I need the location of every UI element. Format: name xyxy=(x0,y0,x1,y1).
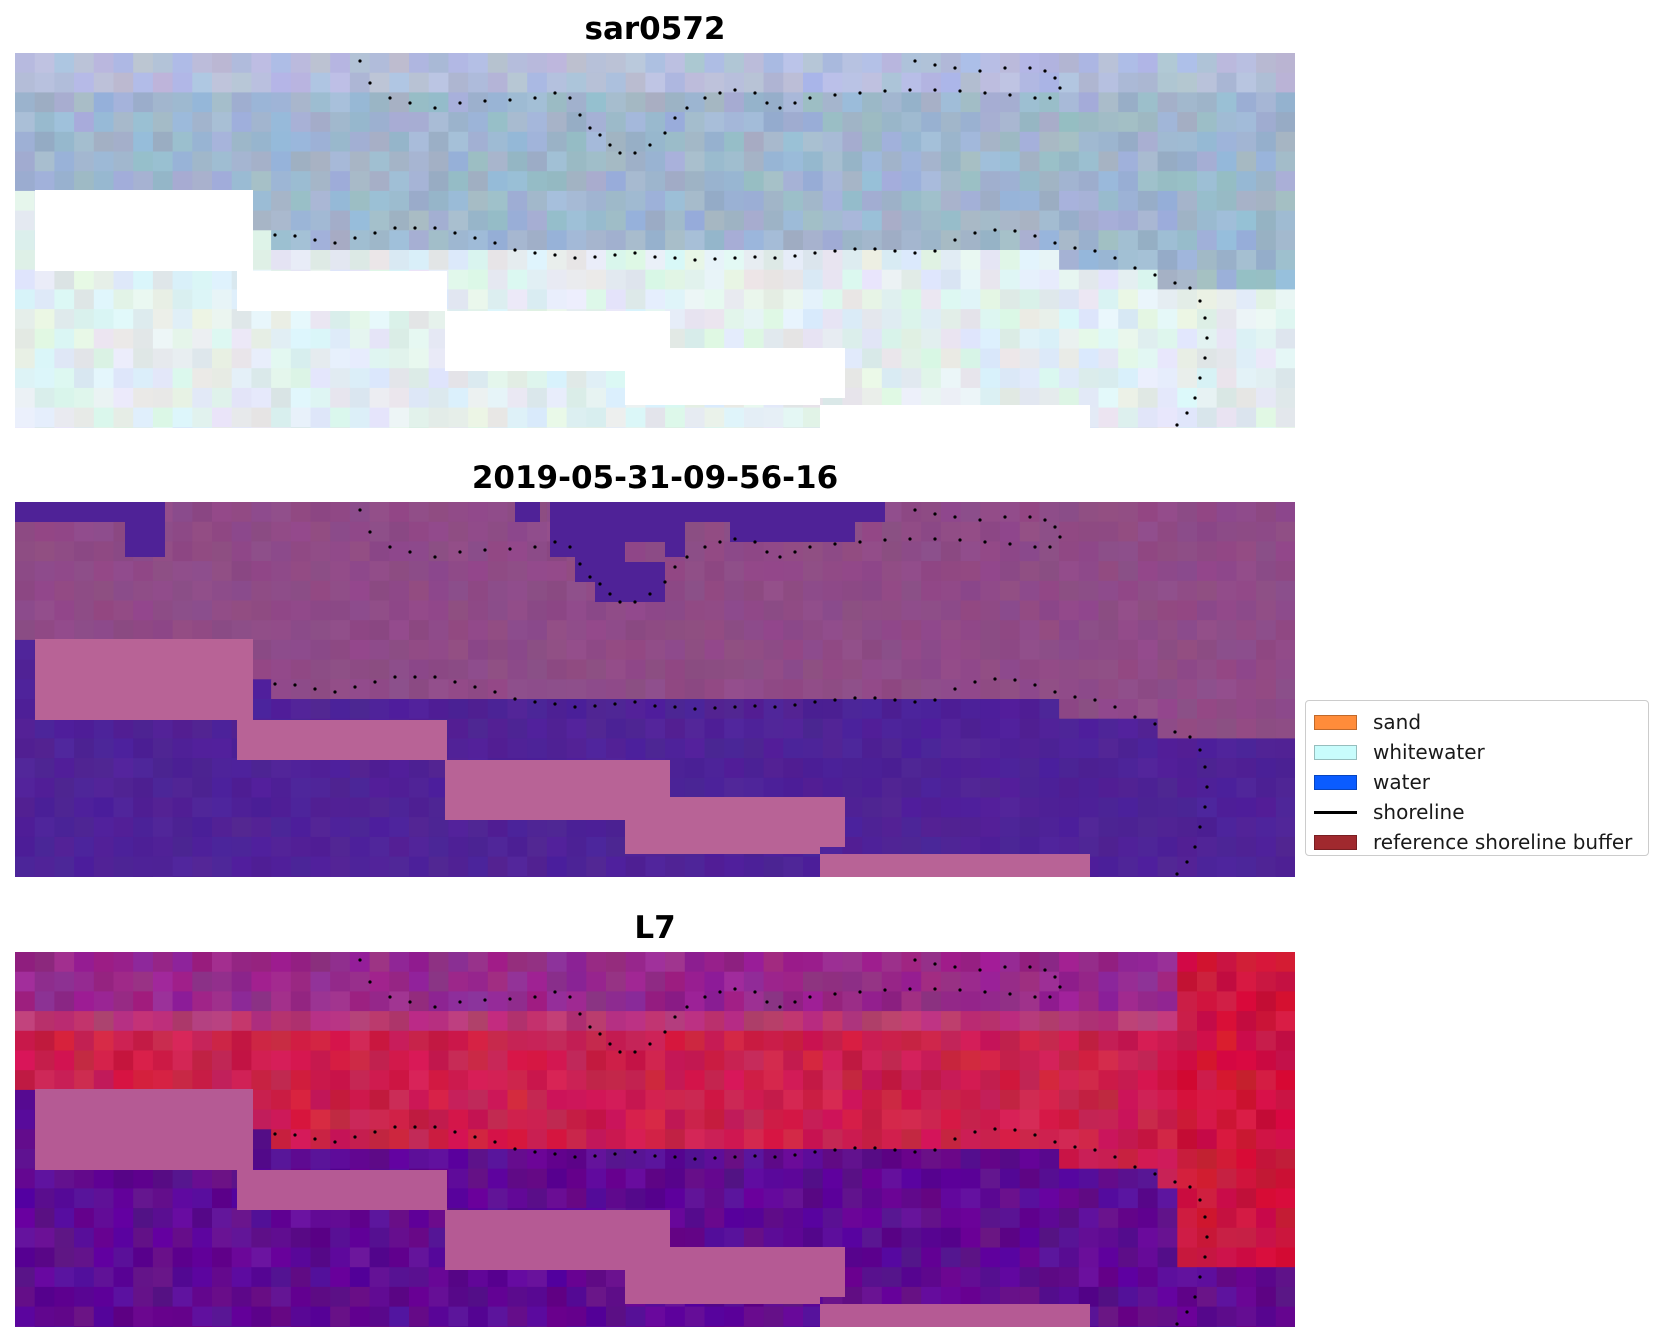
buffer-swatch-icon xyxy=(1314,834,1357,850)
classified-image xyxy=(15,502,1295,877)
shoreline-line-icon xyxy=(1314,810,1357,814)
water-swatch-icon xyxy=(1314,774,1357,790)
l7-image-panel xyxy=(15,952,1295,1327)
legend-item-water: water xyxy=(1314,767,1640,797)
legend-item-sand: sand xyxy=(1314,707,1640,737)
whitewater-swatch-icon xyxy=(1314,744,1357,760)
legend-label-whitewater: whitewater xyxy=(1373,740,1485,764)
legend-item-whitewater: whitewater xyxy=(1314,737,1640,767)
legend-label-shoreline: shoreline xyxy=(1373,800,1465,824)
legend-item-buffer: reference shoreline buffer xyxy=(1314,827,1640,857)
sar-image-panel xyxy=(15,53,1295,428)
legend-label-sand: sand xyxy=(1373,710,1422,734)
legend: sand whitewater water shoreline referenc… xyxy=(1305,700,1649,856)
panel-title-l7: L7 xyxy=(634,910,676,946)
legend-label-buffer: reference shoreline buffer xyxy=(1373,830,1633,854)
classified-image-panel xyxy=(15,502,1295,877)
sar-image xyxy=(15,53,1295,428)
sand-swatch-icon xyxy=(1314,714,1357,730)
panel-title-sar: sar0572 xyxy=(584,11,726,47)
panel-title-date: 2019-05-31-09-56-16 xyxy=(471,460,839,496)
l7-image xyxy=(15,952,1295,1327)
legend-label-water: water xyxy=(1373,770,1430,794)
legend-item-shoreline: shoreline xyxy=(1314,797,1640,827)
